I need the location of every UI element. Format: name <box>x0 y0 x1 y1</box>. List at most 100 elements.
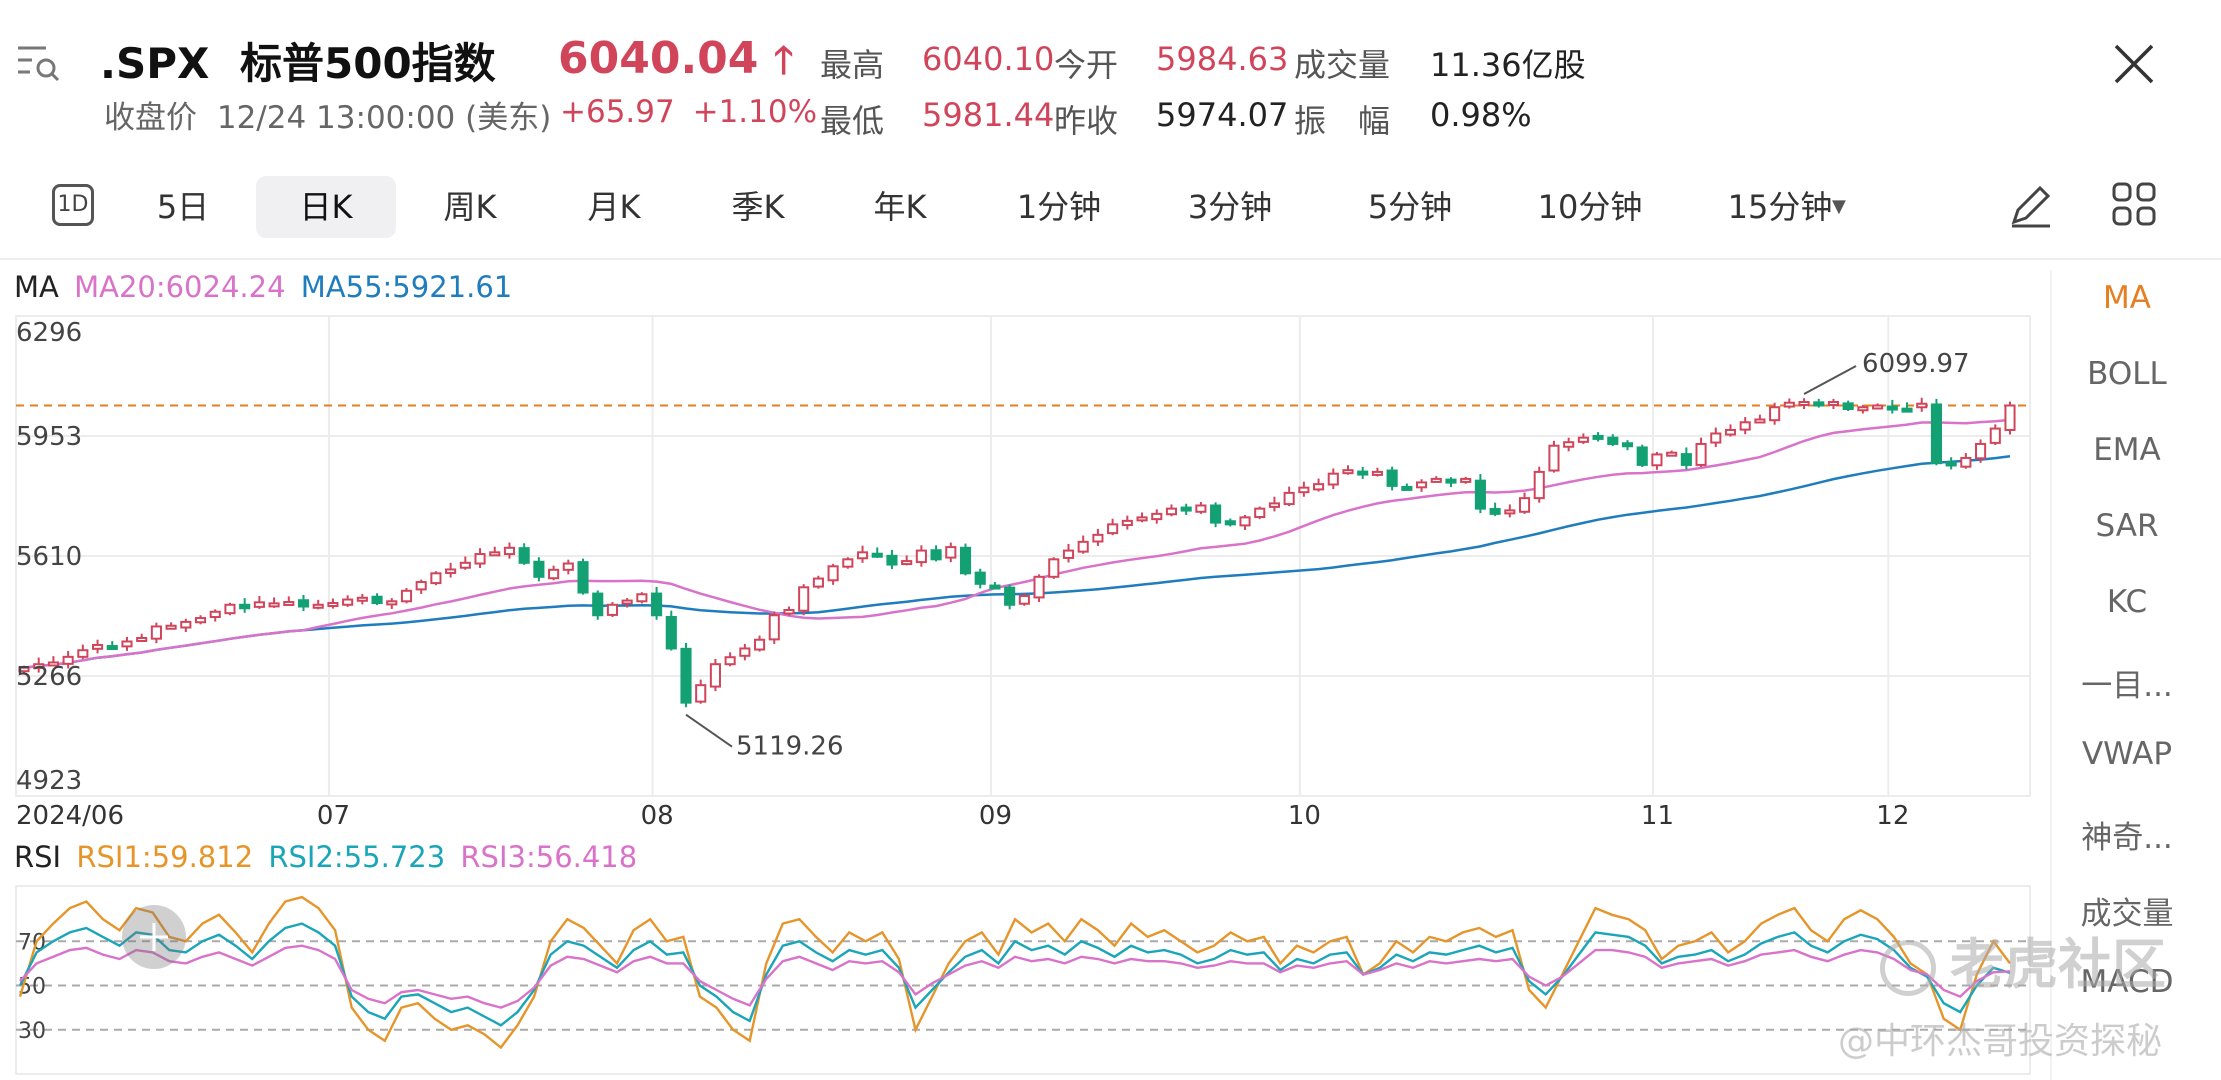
candle <box>1754 418 1766 424</box>
period-icon[interactable]: 1D <box>52 184 94 226</box>
tab-5[interactable]: 季K <box>731 188 785 226</box>
tab-7[interactable]: 1分钟 <box>1016 188 1102 226</box>
candle <box>1636 446 1648 466</box>
tab-3[interactable]: 周K <box>443 188 497 226</box>
indicator-menu-item[interactable]: EMA <box>2093 432 2161 468</box>
tab-10[interactable]: 10分钟 <box>1537 188 1643 226</box>
candle <box>1666 451 1678 457</box>
candle <box>1710 432 1722 444</box>
candle <box>430 572 442 585</box>
candle <box>1813 401 1825 407</box>
candle <box>959 546 972 575</box>
candle <box>753 638 766 651</box>
candle <box>1033 575 1045 599</box>
candle <box>1327 472 1339 486</box>
candle <box>651 592 663 617</box>
tiger-logo-icon <box>1880 940 1936 997</box>
candle <box>1886 405 1898 411</box>
period-icon-label: 1D <box>57 192 89 217</box>
rsi3-label: RSI3:56.418 <box>460 840 638 874</box>
indicator-menu-item[interactable]: KC <box>2106 584 2148 620</box>
candle <box>842 558 854 568</box>
rsi1-label: RSI1:59.812 <box>76 840 254 874</box>
indicator-menu-item[interactable]: MA <box>2103 280 2151 316</box>
indicator-menu-item[interactable]: 一目... <box>2081 668 2173 704</box>
candle <box>327 602 339 608</box>
crosshair-toggle[interactable] <box>122 905 186 969</box>
tab-2[interactable]: 日K <box>256 176 396 238</box>
candle <box>1121 519 1133 527</box>
rsi-frame <box>15 885 2031 1075</box>
candle <box>1724 428 1737 436</box>
candle <box>180 620 192 629</box>
indicator-menu-item[interactable]: VWAP <box>2081 736 2173 772</box>
tab-11[interactable]: 15分钟 <box>1727 188 1833 226</box>
candle <box>474 553 486 565</box>
candle <box>1739 421 1751 431</box>
menu-search-icon[interactable] <box>16 40 60 84</box>
candle <box>459 561 471 569</box>
indicator-menu-item[interactable]: BOLL <box>2087 356 2167 392</box>
indicator-menu-item[interactable]: SAR <box>2095 508 2159 544</box>
candle <box>297 599 310 608</box>
candle <box>371 595 383 605</box>
candle <box>47 661 59 667</box>
candle <box>1062 549 1075 559</box>
candle <box>739 647 751 657</box>
indicator-menu-item[interactable]: MACD <box>2080 964 2174 1000</box>
candle <box>209 610 221 619</box>
ma20-label: MA20:6024.24 <box>74 270 286 304</box>
tab-6[interactable]: 年K <box>873 188 927 226</box>
close-time: 收盘价 12/24 13:00:00 (美东) <box>104 92 551 137</box>
indicator-menu-item[interactable]: 成交量 <box>2080 896 2174 932</box>
watermark-brand: 老虎社区 <box>1950 933 2166 996</box>
last-price: 6040.04 🡑 <box>558 32 794 97</box>
price-tick-label: 6296 <box>16 318 83 348</box>
candle <box>621 599 633 605</box>
low-annotation: 5119.26 <box>736 732 844 762</box>
close-datetime: 12/24 13:00:00 (美东) <box>216 100 552 136</box>
candle <box>636 593 648 603</box>
date-tick-label: 12 <box>1876 801 1910 831</box>
price-tick-label: 5266 <box>16 662 83 692</box>
indicator-menu-item[interactable]: 神奇... <box>2081 820 2173 856</box>
candle <box>253 601 265 608</box>
candlestick-chart[interactable]: 6099.97 5119.26 <box>0 300 2040 810</box>
close-icon[interactable] <box>2110 40 2158 88</box>
grid-layout-icon[interactable] <box>2110 180 2158 232</box>
candle <box>1460 477 1472 483</box>
candle <box>91 643 104 650</box>
candle <box>1136 516 1148 522</box>
candle <box>1798 401 1810 407</box>
candle <box>1415 481 1428 489</box>
candle <box>136 636 148 642</box>
candle <box>768 614 780 641</box>
rsi-level-label: 70 <box>18 930 46 955</box>
candle <box>283 600 295 606</box>
tab-9[interactable]: 5分钟 <box>1367 188 1453 226</box>
candle <box>1430 477 1442 483</box>
stat-label: 最低 <box>820 102 885 140</box>
candle <box>1563 441 1575 448</box>
dropdown-caret-icon[interactable]: ▼ <box>1832 196 1846 217</box>
rsi-label: RSI <box>14 840 62 874</box>
candle <box>886 554 898 566</box>
price-tick-label: 5953 <box>16 422 83 452</box>
tab-4[interactable]: 月K <box>587 188 641 226</box>
tab-1[interactable]: 5日 <box>156 188 210 226</box>
candle <box>1518 497 1531 513</box>
ma55-label: MA55:5921.61 <box>300 270 513 304</box>
candle <box>812 577 824 588</box>
candle <box>489 551 501 557</box>
ma-legend: MA MA20:6024.24 MA55:5921.61 <box>14 270 512 304</box>
candle <box>930 549 942 561</box>
draw-pen-icon[interactable] <box>2006 180 2056 234</box>
candle <box>106 645 118 651</box>
candle <box>194 617 207 624</box>
candle <box>121 640 133 648</box>
candle <box>1960 456 1972 468</box>
tab-8[interactable]: 3分钟 <box>1187 188 1273 226</box>
candle <box>1092 533 1104 543</box>
candle <box>1916 402 1928 409</box>
